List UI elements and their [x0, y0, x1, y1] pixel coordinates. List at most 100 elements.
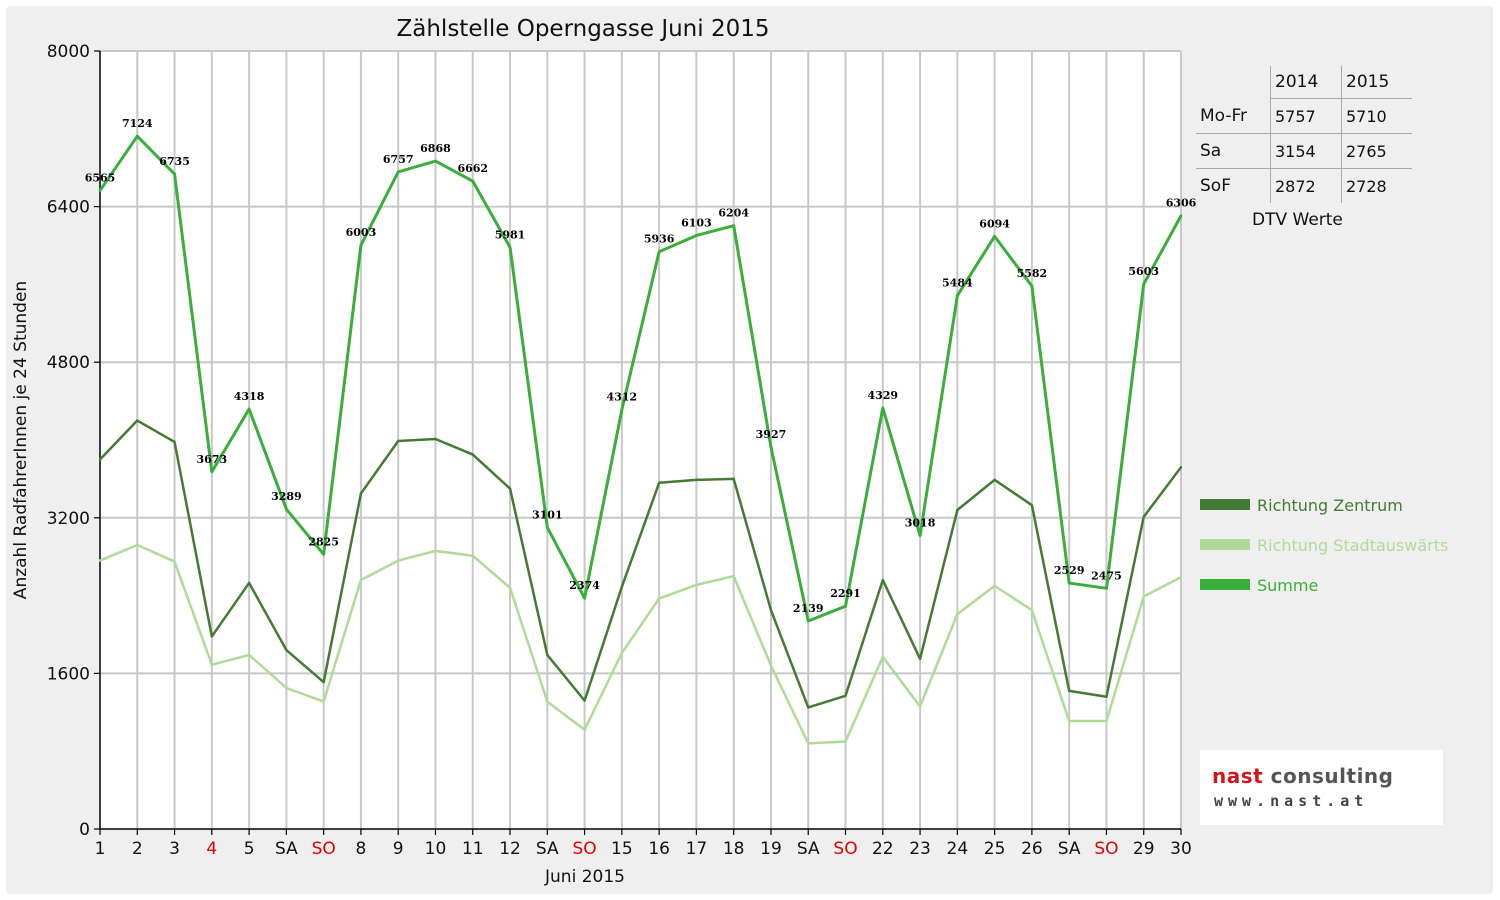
data-label: 6662 — [457, 162, 488, 175]
data-point — [807, 619, 810, 623]
data-point — [508, 487, 512, 490]
data-point — [397, 170, 400, 174]
data-point — [471, 179, 474, 183]
data-label: 5603 — [1128, 265, 1159, 278]
x-tick-label: 29 — [1133, 839, 1155, 859]
data-point — [844, 694, 847, 697]
data-point — [956, 294, 959, 297]
data-point — [993, 478, 996, 482]
dtv-value-2014: 2872 — [1270, 168, 1342, 203]
data-point — [844, 740, 847, 743]
data-point — [807, 742, 810, 745]
x-tick-label: SA — [797, 839, 820, 859]
grid — [100, 50, 1182, 829]
data-point — [434, 549, 437, 553]
x-tick-label: 24 — [947, 839, 969, 859]
dtv-value-2014: 5757 — [1270, 98, 1342, 134]
data-point — [1179, 214, 1183, 217]
data-point — [769, 608, 773, 612]
legend-label: Summe — [1257, 576, 1318, 595]
data-point — [807, 706, 810, 709]
x-axis-label: Juni 2015 — [544, 867, 625, 887]
data-point — [583, 728, 586, 732]
data-point — [1179, 575, 1183, 579]
data-point — [285, 507, 288, 511]
data-point — [1067, 581, 1071, 585]
data-label: 6757 — [383, 153, 414, 166]
data-point — [98, 189, 102, 192]
data-label: 2139 — [793, 602, 824, 615]
data-point — [546, 526, 549, 529]
data-label: 7124 — [122, 117, 153, 130]
y-tick-label: 1600 — [47, 664, 90, 684]
data-label: 4318 — [234, 390, 265, 403]
data-point — [359, 578, 363, 582]
chart-title: Zählstelle Operngasse Juni 2015 — [397, 16, 770, 42]
series-lines — [98, 134, 1183, 745]
logo-url: www.nast.at — [1214, 792, 1369, 810]
data-point — [695, 234, 698, 237]
dtv-row-label: Sa — [1196, 133, 1271, 169]
data-point — [322, 680, 325, 684]
data-point — [173, 440, 176, 444]
data-point — [247, 653, 251, 657]
data-label: 6003 — [346, 226, 377, 239]
data-label: 2529 — [1054, 564, 1085, 577]
dtv-header-2014: 2014 — [1270, 66, 1342, 99]
data-point — [546, 653, 549, 657]
x-tick-label: 22 — [872, 839, 894, 859]
data-point — [247, 581, 251, 585]
x-tick-label: 26 — [1021, 839, 1043, 859]
data-point — [397, 439, 400, 443]
data-label: 2475 — [1091, 569, 1122, 582]
data-point — [98, 458, 102, 461]
data-label: 2825 — [308, 535, 339, 548]
data-point — [956, 612, 959, 616]
data-point — [285, 648, 288, 652]
x-tick-label: 2 — [132, 839, 143, 859]
x-tick-label: SO — [833, 839, 857, 859]
data-point — [993, 584, 996, 588]
data-point — [1105, 587, 1108, 590]
dtv-value-2014: 3154 — [1270, 133, 1342, 169]
x-tick-label: 4 — [206, 839, 217, 859]
y-tick-label: 6400 — [47, 198, 90, 218]
logo-wordmark: nast consulting — [1212, 764, 1393, 788]
data-point — [769, 664, 773, 667]
x-tick-label: SA — [275, 839, 298, 859]
series-line-stadtauswaerts — [99, 543, 1182, 745]
x-tick-label: 17 — [686, 839, 708, 859]
dtv-row: Sa 3154 2765 — [1196, 133, 1412, 169]
data-point — [173, 560, 176, 563]
x-tick-label: SO — [1094, 839, 1118, 859]
data-point — [508, 586, 512, 590]
data-point — [322, 553, 325, 556]
data-point — [136, 134, 139, 138]
legend-swatch — [1200, 539, 1250, 550]
x-tick-label: SO — [573, 839, 597, 859]
dtv-value-2015: 2765 — [1341, 133, 1412, 169]
data-point — [136, 543, 139, 547]
data-label: 6868 — [420, 142, 451, 155]
dtv-header-empty — [1196, 66, 1271, 99]
data-label: 3673 — [197, 453, 228, 466]
data-point — [620, 408, 624, 411]
dtv-row-label: SoF — [1196, 168, 1271, 203]
data-label: 6306 — [1166, 197, 1197, 210]
x-tick-label: 16 — [648, 839, 670, 859]
data-label: 5936 — [644, 233, 675, 246]
x-tick-label: SA — [536, 839, 559, 859]
x-tick-label: 15 — [611, 839, 633, 859]
data-label: 5484 — [942, 277, 973, 290]
data-point — [1142, 595, 1145, 598]
logo-word-consulting: consulting — [1270, 764, 1394, 788]
data-point — [1105, 695, 1108, 698]
data-point — [1030, 284, 1034, 288]
data-point — [471, 453, 474, 456]
data-point — [993, 235, 996, 238]
x-tick-label: 12 — [499, 839, 521, 859]
data-point — [1142, 515, 1145, 519]
data-point — [695, 478, 698, 482]
x-tick-label: 30 — [1170, 839, 1192, 859]
data-point — [881, 578, 884, 582]
